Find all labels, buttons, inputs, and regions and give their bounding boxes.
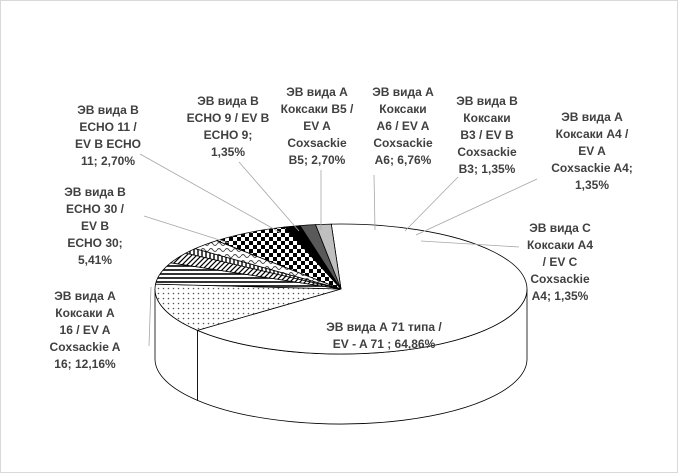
data-label-7: ЭВ вида В Коксаки В3 / EV B Coxsackie B3…: [456, 94, 518, 176]
pie-slice-9: [314, 223, 342, 290]
data-label-0: ЭВ вида А 71 типа / EV - A 71 ; 64,86%: [326, 320, 442, 351]
data-label-8: ЭВ вида А Коксаки А4 / EV A Coxsackie A4…: [551, 110, 633, 192]
leader-line-4: [238, 161, 300, 232]
data-label-2: ЭВ вида В ECHO 30 / EV B ECHO 30; 5,41%: [64, 185, 126, 267]
data-label-4: ЭВ вида В ECHO 9 / EV B ECHO 9; 1,35%: [186, 94, 270, 159]
data-label-5: ЭВ вида А Коксаки В5 / EV A Coxsackie B5…: [280, 85, 354, 167]
data-label-3: ЭВ вида В ECHO 11 / EV B ECHO 11; 2,70%: [74, 103, 141, 168]
pie-slice-1: [154, 283, 342, 331]
data-label-9: ЭВ вида С Коксаки А4 / EV C Coxsackie A4…: [526, 221, 594, 303]
pie-slice-0: [196, 223, 528, 355]
leader-line-9: [420, 240, 520, 248]
leader-line-2: [143, 215, 230, 244]
leader-line-1: [148, 286, 152, 347]
data-label-1: ЭВ вида А Коксаки А 16 / EV A Coxsackie …: [49, 289, 121, 371]
leader-line-8: [415, 178, 538, 236]
leader-line-6: [373, 174, 376, 231]
data-label-6: ЭВ вида А Коксаки А6 / EV A Coxsackie A6…: [372, 85, 434, 167]
leader-line-3: [139, 153, 282, 234]
leader-line-7: [404, 176, 459, 232]
